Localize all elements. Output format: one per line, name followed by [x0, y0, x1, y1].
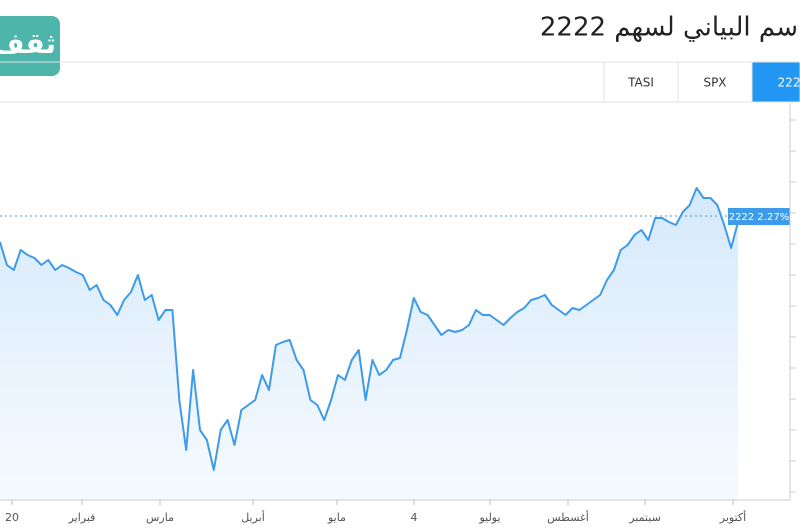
- x-tick-label: أغسطس: [547, 510, 589, 524]
- x-tick-label: يوليو: [478, 511, 500, 524]
- x-tick-label: 4: [411, 511, 418, 524]
- x-tick-label: 20: [5, 511, 19, 524]
- x-tick-label: مارس: [146, 511, 174, 524]
- x-tick-label: سبتمبر: [628, 511, 661, 524]
- tab-label[interactable]: TASI: [627, 76, 654, 90]
- x-tick-label: فبراير: [68, 511, 96, 524]
- tab-label[interactable]: SPX: [703, 76, 726, 90]
- chart-title: سم البياني لسهم 2222: [540, 13, 798, 43]
- tab-label[interactable]: 222: [778, 76, 800, 90]
- logo[interactable]: ثقف: [0, 27, 56, 60]
- tab[interactable]: [677, 61, 753, 103]
- logo-box[interactable]: [0, 16, 60, 76]
- tab[interactable]: [603, 61, 679, 103]
- x-tick-label: أكتوبر: [719, 510, 746, 524]
- x-tick-label: أبريل: [241, 510, 265, 524]
- price-label-box: [728, 208, 790, 225]
- tab[interactable]: [751, 61, 800, 103]
- price-line: [0, 187, 739, 471]
- area: [0, 188, 738, 500]
- x-tick-label: مايو: [327, 511, 346, 524]
- price-label: 2222 2.27%: [729, 212, 789, 223]
